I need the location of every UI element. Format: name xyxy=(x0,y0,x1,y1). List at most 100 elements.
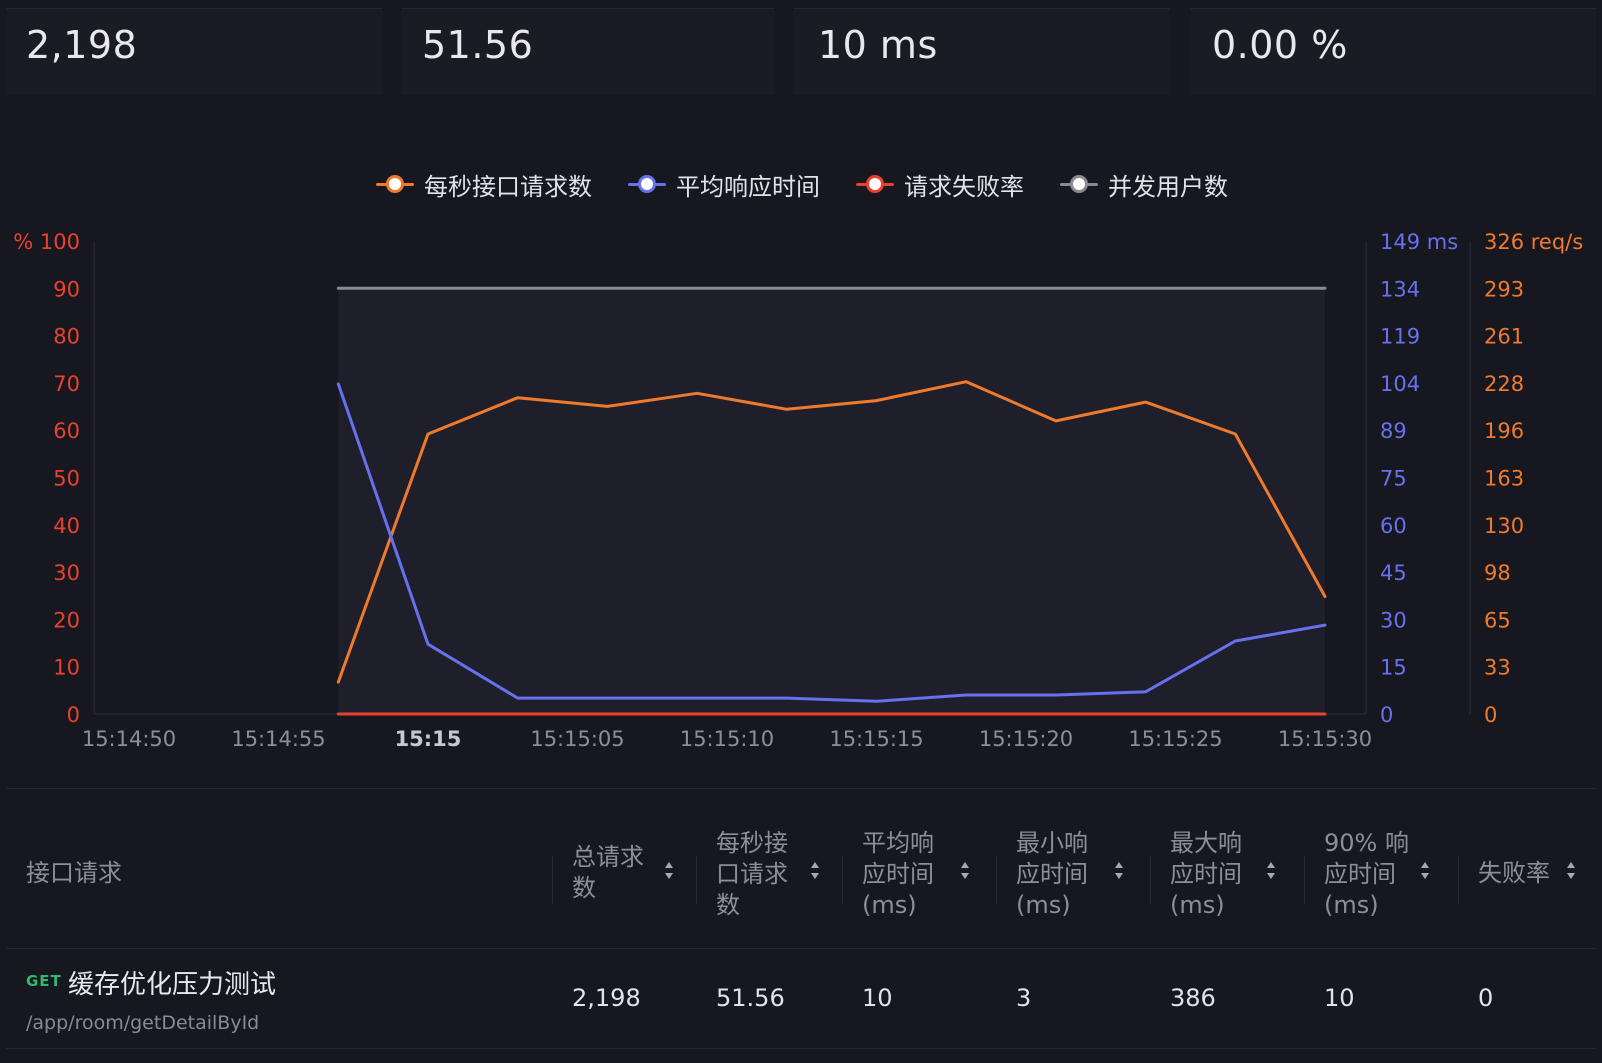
cell-avg-response: 10 xyxy=(862,984,893,1012)
th-max-response-line: 应时间 xyxy=(1170,860,1242,888)
series-line-avg-response xyxy=(336,382,1327,703)
y-tick-percent: 60 xyxy=(53,419,80,443)
y-tick-percent: 30 xyxy=(53,561,80,585)
summary-stats: 2,198 51.56 10 ms 0.00 % xyxy=(0,0,1602,96)
sort-max-response-icon[interactable] xyxy=(1266,860,1276,882)
y-tick-ms: 45 xyxy=(1380,561,1407,585)
y-tick-percent: 80 xyxy=(53,325,80,349)
th-p90-response-line: 90% 响 xyxy=(1324,829,1409,857)
th-api-line: 接口请求 xyxy=(26,859,122,887)
stat-card-fail-rate: 0.00 % xyxy=(1190,8,1596,95)
th-p90-response[interactable]: 90% 响应时间 (ms) xyxy=(1324,828,1409,921)
sort-avg-response-icon[interactable] xyxy=(960,860,970,882)
y-tick-rps: 163 xyxy=(1484,467,1524,491)
th-min-response-line: 最小响 xyxy=(1016,829,1088,857)
th-total-requests-line: 总请求 xyxy=(572,843,644,871)
sort-total-requests-icon[interactable] xyxy=(664,860,674,882)
chart-legend: 每秒接口请求数 平均响应时间 请求失败率 并发用户数 xyxy=(0,164,1602,204)
th-rps-line: 数 xyxy=(716,891,740,919)
y-tick-percent: 0 xyxy=(67,703,80,727)
y-tick-rps: 0 xyxy=(1484,703,1497,727)
y-tick-ms: 30 xyxy=(1380,608,1407,632)
th-max-response[interactable]: 最大响应时间 (ms) xyxy=(1170,828,1242,921)
y-tick-ms: 15 xyxy=(1380,656,1407,680)
y-tick-rps: 293 xyxy=(1484,277,1524,301)
stat-card-total-requests: 2,198 xyxy=(6,8,382,95)
y-tick-ms: 134 xyxy=(1380,277,1420,301)
y-tick-ms: 75 xyxy=(1380,467,1407,491)
sort-min-response-icon[interactable] xyxy=(1114,860,1124,882)
x-tick-label: 15:15 xyxy=(395,727,462,751)
x-tick-label: 15:15:20 xyxy=(979,727,1073,751)
legend-swatch-rps-icon xyxy=(376,173,414,195)
plot-area-background xyxy=(338,288,1325,714)
x-tick-label: 15:14:55 xyxy=(231,727,325,751)
y-tick-ms: 60 xyxy=(1380,514,1407,538)
cell-total-requests: 2,198 xyxy=(572,984,641,1012)
th-rps-line: 每秒接 xyxy=(716,829,788,857)
th-fail-rate[interactable]: 失败率 xyxy=(1478,858,1550,889)
cell-rps: 51.56 xyxy=(716,984,785,1012)
y-tick-percent: 40 xyxy=(53,514,80,538)
sort-fail-rate-icon[interactable] xyxy=(1566,860,1576,882)
y-tick-rps: 261 xyxy=(1484,325,1524,349)
x-tick-label: 15:15:15 xyxy=(829,727,923,751)
cell-fail-rate: 0 xyxy=(1478,984,1494,1012)
th-avg-response[interactable]: 平均响 应时间 (ms) xyxy=(862,828,934,921)
th-max-response-line: (ms) xyxy=(1170,891,1225,919)
load-test-chart[interactable]: % 100 90 80 70 60 50 40 30 20 10 0 149 ms 134 119 104 8… xyxy=(0,220,1602,760)
y-tick-percent: 50 xyxy=(53,467,80,491)
stat-fail-rate: 0.00 % xyxy=(1212,23,1348,67)
th-min-response[interactable]: 最小响应时间 (ms) xyxy=(1016,828,1088,921)
api-name: 缓存优化压力测试 xyxy=(68,970,277,1000)
y-tick-rps: 65 xyxy=(1484,608,1511,632)
x-tick-label: 15:15:05 xyxy=(530,727,624,751)
cell-min-response: 3 xyxy=(1016,984,1032,1012)
column-separator xyxy=(696,856,697,904)
y-tick-percent: 10 xyxy=(53,656,80,680)
x-tick-label: 15:15:10 xyxy=(680,727,774,751)
th-min-response-line: 应时间 xyxy=(1016,860,1088,888)
legend-item-rps[interactable]: 每秒接口请求数 xyxy=(376,164,592,204)
header-row-divider xyxy=(6,948,1596,949)
column-separator xyxy=(1304,856,1305,904)
column-separator xyxy=(552,856,553,904)
sort-rps-icon[interactable] xyxy=(810,860,820,882)
column-separator xyxy=(996,856,997,904)
th-min-response-line: (ms) xyxy=(1016,891,1071,919)
sort-p90-response-icon[interactable] xyxy=(1420,860,1430,882)
y-tick-ms: 149 ms xyxy=(1380,230,1458,254)
stat-rps: 51.56 xyxy=(422,23,534,67)
legend-item-fail-rate[interactable]: 请求失败率 xyxy=(856,164,1024,204)
legend-swatch-avg-response-icon xyxy=(628,173,666,195)
y-tick-ms: 0 xyxy=(1380,703,1393,727)
y-tick-rps: 98 xyxy=(1484,561,1511,585)
th-rps[interactable]: 每秒接 口请求数 xyxy=(716,828,788,921)
column-separator xyxy=(1458,856,1459,904)
y-tick-percent: 70 xyxy=(53,372,80,396)
th-fail-rate-line: 失败率 xyxy=(1478,859,1550,887)
y-tick-rps: 130 xyxy=(1484,514,1524,538)
legend-label-users: 并发用户数 xyxy=(1108,172,1228,201)
legend-item-users[interactable]: 并发用户数 xyxy=(1060,164,1228,204)
th-p90-response-line: 应时间 xyxy=(1324,860,1396,888)
legend-swatch-fail-rate-icon xyxy=(856,173,894,195)
y-tick-rps: 228 xyxy=(1484,372,1524,396)
x-tick-label: 15:15:30 xyxy=(1278,727,1372,751)
y-tick-ms: 104 xyxy=(1380,372,1420,396)
column-separator xyxy=(842,856,843,904)
y-tick-ms: 119 xyxy=(1380,325,1420,349)
th-total-requests[interactable]: 总请求数 xyxy=(572,842,644,904)
stat-card-rps: 51.56 xyxy=(402,8,774,95)
legend-label-rps: 每秒接口请求数 xyxy=(424,172,592,201)
x-tick-label: 15:14:50 xyxy=(82,727,176,751)
y-tick-ms: 89 xyxy=(1380,419,1407,443)
http-method-badge: GET xyxy=(26,972,62,990)
th-avg-response-line: 平均响 xyxy=(862,829,934,857)
th-p90-response-line: (ms) xyxy=(1324,891,1379,919)
legend-label-fail-rate: 请求失败率 xyxy=(904,172,1024,201)
th-max-response-line: 最大响 xyxy=(1170,829,1242,857)
legend-swatch-users-icon xyxy=(1060,173,1098,195)
legend-item-avg-response[interactable]: 平均响应时间 xyxy=(628,164,820,204)
legend-label-avg-response: 平均响应时间 xyxy=(676,172,820,201)
